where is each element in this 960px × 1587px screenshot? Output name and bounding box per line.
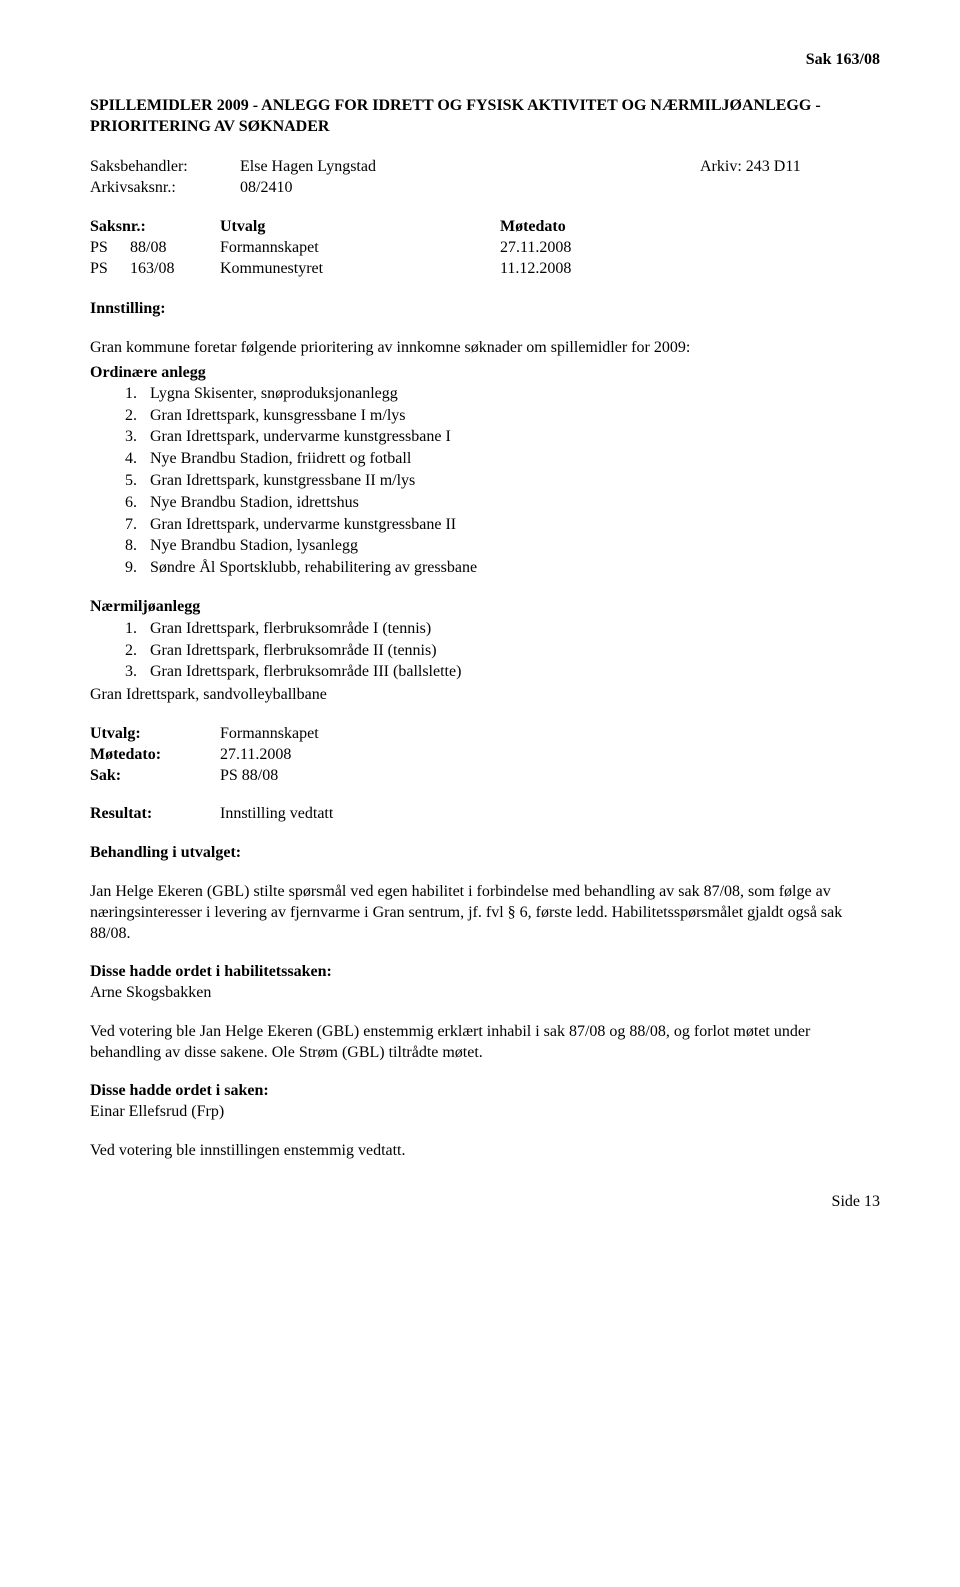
naermiljo-list: 1.Gran Idrettspark, flerbruksområde I (t… — [125, 619, 880, 683]
saksbehandler-value: Else Hagen Lyngstad — [240, 157, 700, 178]
list-item: 5.Gran Idrettspark, kunstgressbane II m/… — [125, 471, 880, 492]
list-text: Gran Idrettspark, flerbruksområde II (te… — [150, 641, 880, 662]
arkivsaksnr-label: Arkivsaksnr.: — [90, 178, 240, 199]
committee-utvalg: Formannskapet — [220, 238, 500, 259]
committee-dato: 11.12.2008 — [500, 259, 880, 280]
list-text: Nye Brandbu Stadion, friidrett og fotbal… — [150, 449, 880, 470]
committee-num: 163/08 — [130, 259, 220, 280]
ordinaere-list: 1.Lygna Skisenter, snøproduksjonanlegg2.… — [125, 384, 880, 579]
list-num: 3. — [125, 427, 150, 448]
behandling-para2: Ved votering ble Jan Helge Ekeren (GBL) … — [90, 1022, 880, 1064]
list-item: 3.Gran Idrettspark, undervarme kunstgres… — [125, 427, 880, 448]
list-text: Nye Brandbu Stadion, lysanlegg — [150, 536, 880, 557]
list-text: Lygna Skisenter, snøproduksjonanlegg — [150, 384, 880, 405]
committee-header-utvalg: Utvalg — [220, 217, 500, 238]
list-item: 7.Gran Idrettspark, undervarme kunstgres… — [125, 515, 880, 536]
case-ref-header: Sak 163/08 — [90, 50, 880, 71]
disse-sak-label: Disse hadde ordet i saken: — [90, 1081, 880, 1102]
behandling-para3: Ved votering ble innstillingen enstemmig… — [90, 1141, 880, 1162]
behandling-para1: Jan Helge Ekeren (GBL) stilte spørsmål v… — [90, 882, 880, 944]
list-num: 8. — [125, 536, 150, 557]
committee-utvalg: Kommunestyret — [220, 259, 500, 280]
list-text: Gran Idrettspark, kunstgressbane II m/ly… — [150, 471, 880, 492]
list-num: 7. — [125, 515, 150, 536]
committee-row: PS88/08Formannskapet27.11.2008 — [90, 238, 880, 259]
list-item: 9.Søndre Ål Sportsklubb, rehabilitering … — [125, 558, 880, 579]
page-footer: Side 13 — [90, 1192, 880, 1213]
disse-hab-label: Disse hadde ordet i habilitetssaken: — [90, 962, 880, 983]
list-item: 3.Gran Idrettspark, flerbruksområde III … — [125, 662, 880, 683]
committee-row: PS163/08Kommunestyret11.12.2008 — [90, 259, 880, 280]
disse-hab-name: Arne Skogsbakken — [90, 983, 880, 1004]
list-text: Nye Brandbu Stadion, idrettshus — [150, 493, 880, 514]
committee-header-saksnr: Saksnr.: — [90, 217, 220, 238]
innstilling-label: Innstilling: — [90, 299, 880, 320]
naermiljo-label: Nærmiljøanlegg — [90, 597, 880, 618]
committee-ps: PS — [90, 238, 130, 259]
innstilling-intro: Gran kommune foretar følgende prioriteri… — [90, 338, 880, 359]
utvalg-value: Formannskapet — [220, 724, 880, 745]
list-num: 2. — [125, 406, 150, 427]
list-item: 1.Gran Idrettspark, flerbruksområde I (t… — [125, 619, 880, 640]
list-item: 4.Nye Brandbu Stadion, friidrett og fotb… — [125, 449, 880, 470]
list-num: 6. — [125, 493, 150, 514]
committee-dato: 27.11.2008 — [500, 238, 880, 259]
list-text: Gran Idrettspark, kunsgressbane I m/lys — [150, 406, 880, 427]
arkivsaksnr-value: 08/2410 — [240, 178, 880, 199]
list-num: 4. — [125, 449, 150, 470]
list-text: Søndre Ål Sportsklubb, rehabilitering av… — [150, 558, 880, 579]
list-num: 9. — [125, 558, 150, 579]
motedato-value: 27.11.2008 — [220, 745, 880, 766]
meta-block: Saksbehandler: Else Hagen Lyngstad Arkiv… — [90, 157, 880, 199]
resultat-label: Resultat: — [90, 804, 220, 825]
utvalg-block: Utvalg: Formannskapet Møtedato: 27.11.20… — [90, 724, 880, 786]
naermiljo-extra: Gran Idrettspark, sandvolleyballbane — [90, 685, 880, 706]
disse-sak-name: Einar Ellefsrud (Frp) — [90, 1102, 880, 1123]
list-num: 1. — [125, 619, 150, 640]
list-text: Gran Idrettspark, flerbruksområde III (b… — [150, 662, 880, 683]
list-item: 8.Nye Brandbu Stadion, lysanlegg — [125, 536, 880, 557]
sak-label: Sak: — [90, 766, 220, 787]
list-text: Gran Idrettspark, undervarme kunstgressb… — [150, 427, 880, 448]
list-item: 1.Lygna Skisenter, snøproduksjonanlegg — [125, 384, 880, 405]
saksbehandler-label: Saksbehandler: — [90, 157, 240, 178]
list-item: 6.Nye Brandbu Stadion, idrettshus — [125, 493, 880, 514]
list-num: 3. — [125, 662, 150, 683]
ordinaere-label: Ordinære anlegg — [90, 363, 880, 384]
list-text: Gran Idrettspark, undervarme kunstgressb… — [150, 515, 880, 536]
committee-num: 88/08 — [130, 238, 220, 259]
list-num: 2. — [125, 641, 150, 662]
committee-ps: PS — [90, 259, 130, 280]
committee-table: Saksnr.: Utvalg Møtedato PS88/08Formanns… — [90, 217, 880, 279]
list-num: 5. — [125, 471, 150, 492]
arkiv-label: Arkiv: 243 D11 — [700, 157, 880, 178]
utvalg-label: Utvalg: — [90, 724, 220, 745]
document-title: SPILLEMIDLER 2009 - ANLEGG FOR IDRETT OG… — [90, 96, 880, 138]
list-item: 2.Gran Idrettspark, kunsgressbane I m/ly… — [125, 406, 880, 427]
sak-value: PS 88/08 — [220, 766, 880, 787]
list-num: 1. — [125, 384, 150, 405]
behandling-title: Behandling i utvalget: — [90, 843, 880, 864]
committee-header-motedato: Møtedato — [500, 217, 880, 238]
list-text: Gran Idrettspark, flerbruksområde I (ten… — [150, 619, 880, 640]
resultat-value: Innstilling vedtatt — [220, 804, 880, 825]
resultat-block: Resultat: Innstilling vedtatt — [90, 804, 880, 825]
list-item: 2.Gran Idrettspark, flerbruksområde II (… — [125, 641, 880, 662]
motedato-label: Møtedato: — [90, 745, 220, 766]
